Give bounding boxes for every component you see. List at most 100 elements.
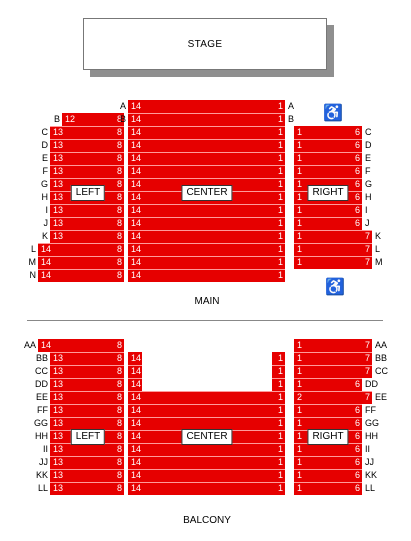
main-center-row-block[interactable] <box>128 126 285 139</box>
main-right-row-block[interactable] <box>294 243 372 256</box>
main-right-seat-number: 6 <box>354 140 360 150</box>
balcony-left-row-block[interactable] <box>50 456 124 469</box>
main-center-seat-number: 14 <box>131 270 142 280</box>
main-center-row-block[interactable] <box>128 139 285 152</box>
balcony-left-row-block[interactable] <box>50 443 124 456</box>
main-left-row-block[interactable] <box>38 269 124 282</box>
main-right-row-block[interactable] <box>294 204 362 217</box>
balcony-center-row-divider <box>128 482 285 483</box>
balcony-right-row-block[interactable] <box>294 469 362 482</box>
main-center-seat-number: 14 <box>131 244 142 254</box>
balcony-center-row-block[interactable] <box>272 352 285 365</box>
main-left-row-block[interactable] <box>50 126 124 139</box>
main-right-row-block[interactable] <box>294 217 362 230</box>
balcony-right-row-block[interactable] <box>294 443 362 456</box>
balcony-left-row-block[interactable] <box>50 404 124 417</box>
balcony-center-row-block[interactable] <box>128 365 142 378</box>
balcony-right-row-block[interactable] <box>294 378 362 391</box>
main-right-seat-number: 1 <box>297 205 303 215</box>
main-left-row-block[interactable] <box>50 152 124 165</box>
main-center-row-block[interactable] <box>128 269 285 282</box>
balcony-center-row-block[interactable] <box>128 352 142 365</box>
main-center-row-block[interactable] <box>128 230 285 243</box>
main-center-row-divider <box>128 217 285 218</box>
row-label: CC <box>375 366 388 376</box>
balcony-left-row-block[interactable] <box>50 352 124 365</box>
row-label: H <box>41 192 49 202</box>
main-right-row-block[interactable] <box>294 256 372 269</box>
balcony-right-row-block[interactable] <box>294 482 362 495</box>
balcony-right-row-block[interactable] <box>294 456 362 469</box>
main-left-row-block[interactable] <box>50 139 124 152</box>
main-left-row-divider <box>50 139 124 140</box>
main-left-row-block[interactable] <box>50 165 124 178</box>
balcony-center-seat-number: 1 <box>277 431 283 441</box>
balcony-left-row-block[interactable] <box>50 378 124 391</box>
main-left-row-block[interactable] <box>50 217 124 230</box>
row-label: L <box>375 244 381 254</box>
main-left-row-block[interactable] <box>38 256 124 269</box>
main-right-row-block[interactable] <box>294 152 362 165</box>
balcony-left-row-block[interactable] <box>50 469 124 482</box>
main-left-row-block[interactable] <box>50 204 124 217</box>
main-center-row-block[interactable] <box>128 204 285 217</box>
balcony-right-seat-number: 6 <box>354 457 360 467</box>
main-center-row-divider <box>128 178 285 179</box>
balcony-left-row-block[interactable] <box>50 482 124 495</box>
main-center-row-block[interactable] <box>128 217 285 230</box>
balcony-center-row-block[interactable] <box>128 404 285 417</box>
balcony-left-seat-number: 8 <box>116 470 122 480</box>
balcony-left-row-block[interactable] <box>50 365 124 378</box>
row-label: CC <box>35 366 48 376</box>
main-right-seat-number: 1 <box>297 257 303 267</box>
balcony-center-row-block[interactable] <box>128 469 285 482</box>
main-right-row-block[interactable] <box>294 230 372 243</box>
main-center-row-block[interactable] <box>128 113 285 126</box>
balcony-center-row-divider <box>272 365 285 366</box>
balcony-left-row-block[interactable] <box>50 391 124 404</box>
main-right-row-block[interactable] <box>294 165 362 178</box>
main-left-row-block[interactable] <box>50 178 124 191</box>
main-center-row-block[interactable] <box>128 165 285 178</box>
balcony-left-seat-number: 13 <box>53 483 64 493</box>
main-title: MAIN <box>194 296 220 307</box>
balcony-left-row-block[interactable] <box>50 417 124 430</box>
balcony-right-row-block[interactable] <box>294 417 362 430</box>
main-left-row-divider <box>38 256 124 257</box>
main-right-row-block[interactable] <box>294 126 362 139</box>
balcony-center-row-block[interactable] <box>128 443 285 456</box>
main-right-row-block[interactable] <box>294 139 362 152</box>
balcony-center-row-block[interactable] <box>128 391 285 404</box>
balcony-right-row-block[interactable] <box>294 391 372 404</box>
balcony-left-row-block[interactable] <box>38 339 124 352</box>
balcony-center-row-block[interactable] <box>128 417 285 430</box>
balcony-center-row-block[interactable] <box>128 456 285 469</box>
main-center-row-block[interactable] <box>128 100 285 113</box>
main-left-seat-number: 14 <box>41 244 52 254</box>
balcony-left-seat-number: 13 <box>53 353 64 363</box>
balcony-center-seat-number: 14 <box>131 405 142 415</box>
main-center-row-block[interactable] <box>128 178 285 191</box>
main-left-seat-number: 8 <box>116 140 122 150</box>
main-center-seat-number: 1 <box>277 270 283 280</box>
balcony-center-seat-number: 14 <box>131 392 142 402</box>
balcony-right-row-block[interactable] <box>294 404 362 417</box>
balcony-center-row-block[interactable] <box>272 365 285 378</box>
balcony-center-row-block[interactable] <box>128 378 142 391</box>
main-center-row-block[interactable] <box>128 243 285 256</box>
balcony-right-row-block[interactable] <box>294 365 372 378</box>
main-center-row-block[interactable] <box>128 256 285 269</box>
main-left-row-block[interactable] <box>62 113 124 126</box>
balcony-center-row-block[interactable] <box>128 482 285 495</box>
main-left-row-block[interactable] <box>50 230 124 243</box>
main-left-row-block[interactable] <box>38 243 124 256</box>
balcony-center-seat-number: 1 <box>277 418 283 428</box>
balcony-center-seat-number: 14 <box>131 444 142 454</box>
main-right-row-divider <box>294 256 372 257</box>
balcony-center-row-block[interactable] <box>272 378 285 391</box>
balcony-right-row-block[interactable] <box>294 352 372 365</box>
main-center-row-block[interactable] <box>128 152 285 165</box>
balcony-right-row-block[interactable] <box>294 339 372 352</box>
row-label: AA <box>375 340 388 350</box>
wheelchair-icon: ♿ <box>323 105 343 122</box>
